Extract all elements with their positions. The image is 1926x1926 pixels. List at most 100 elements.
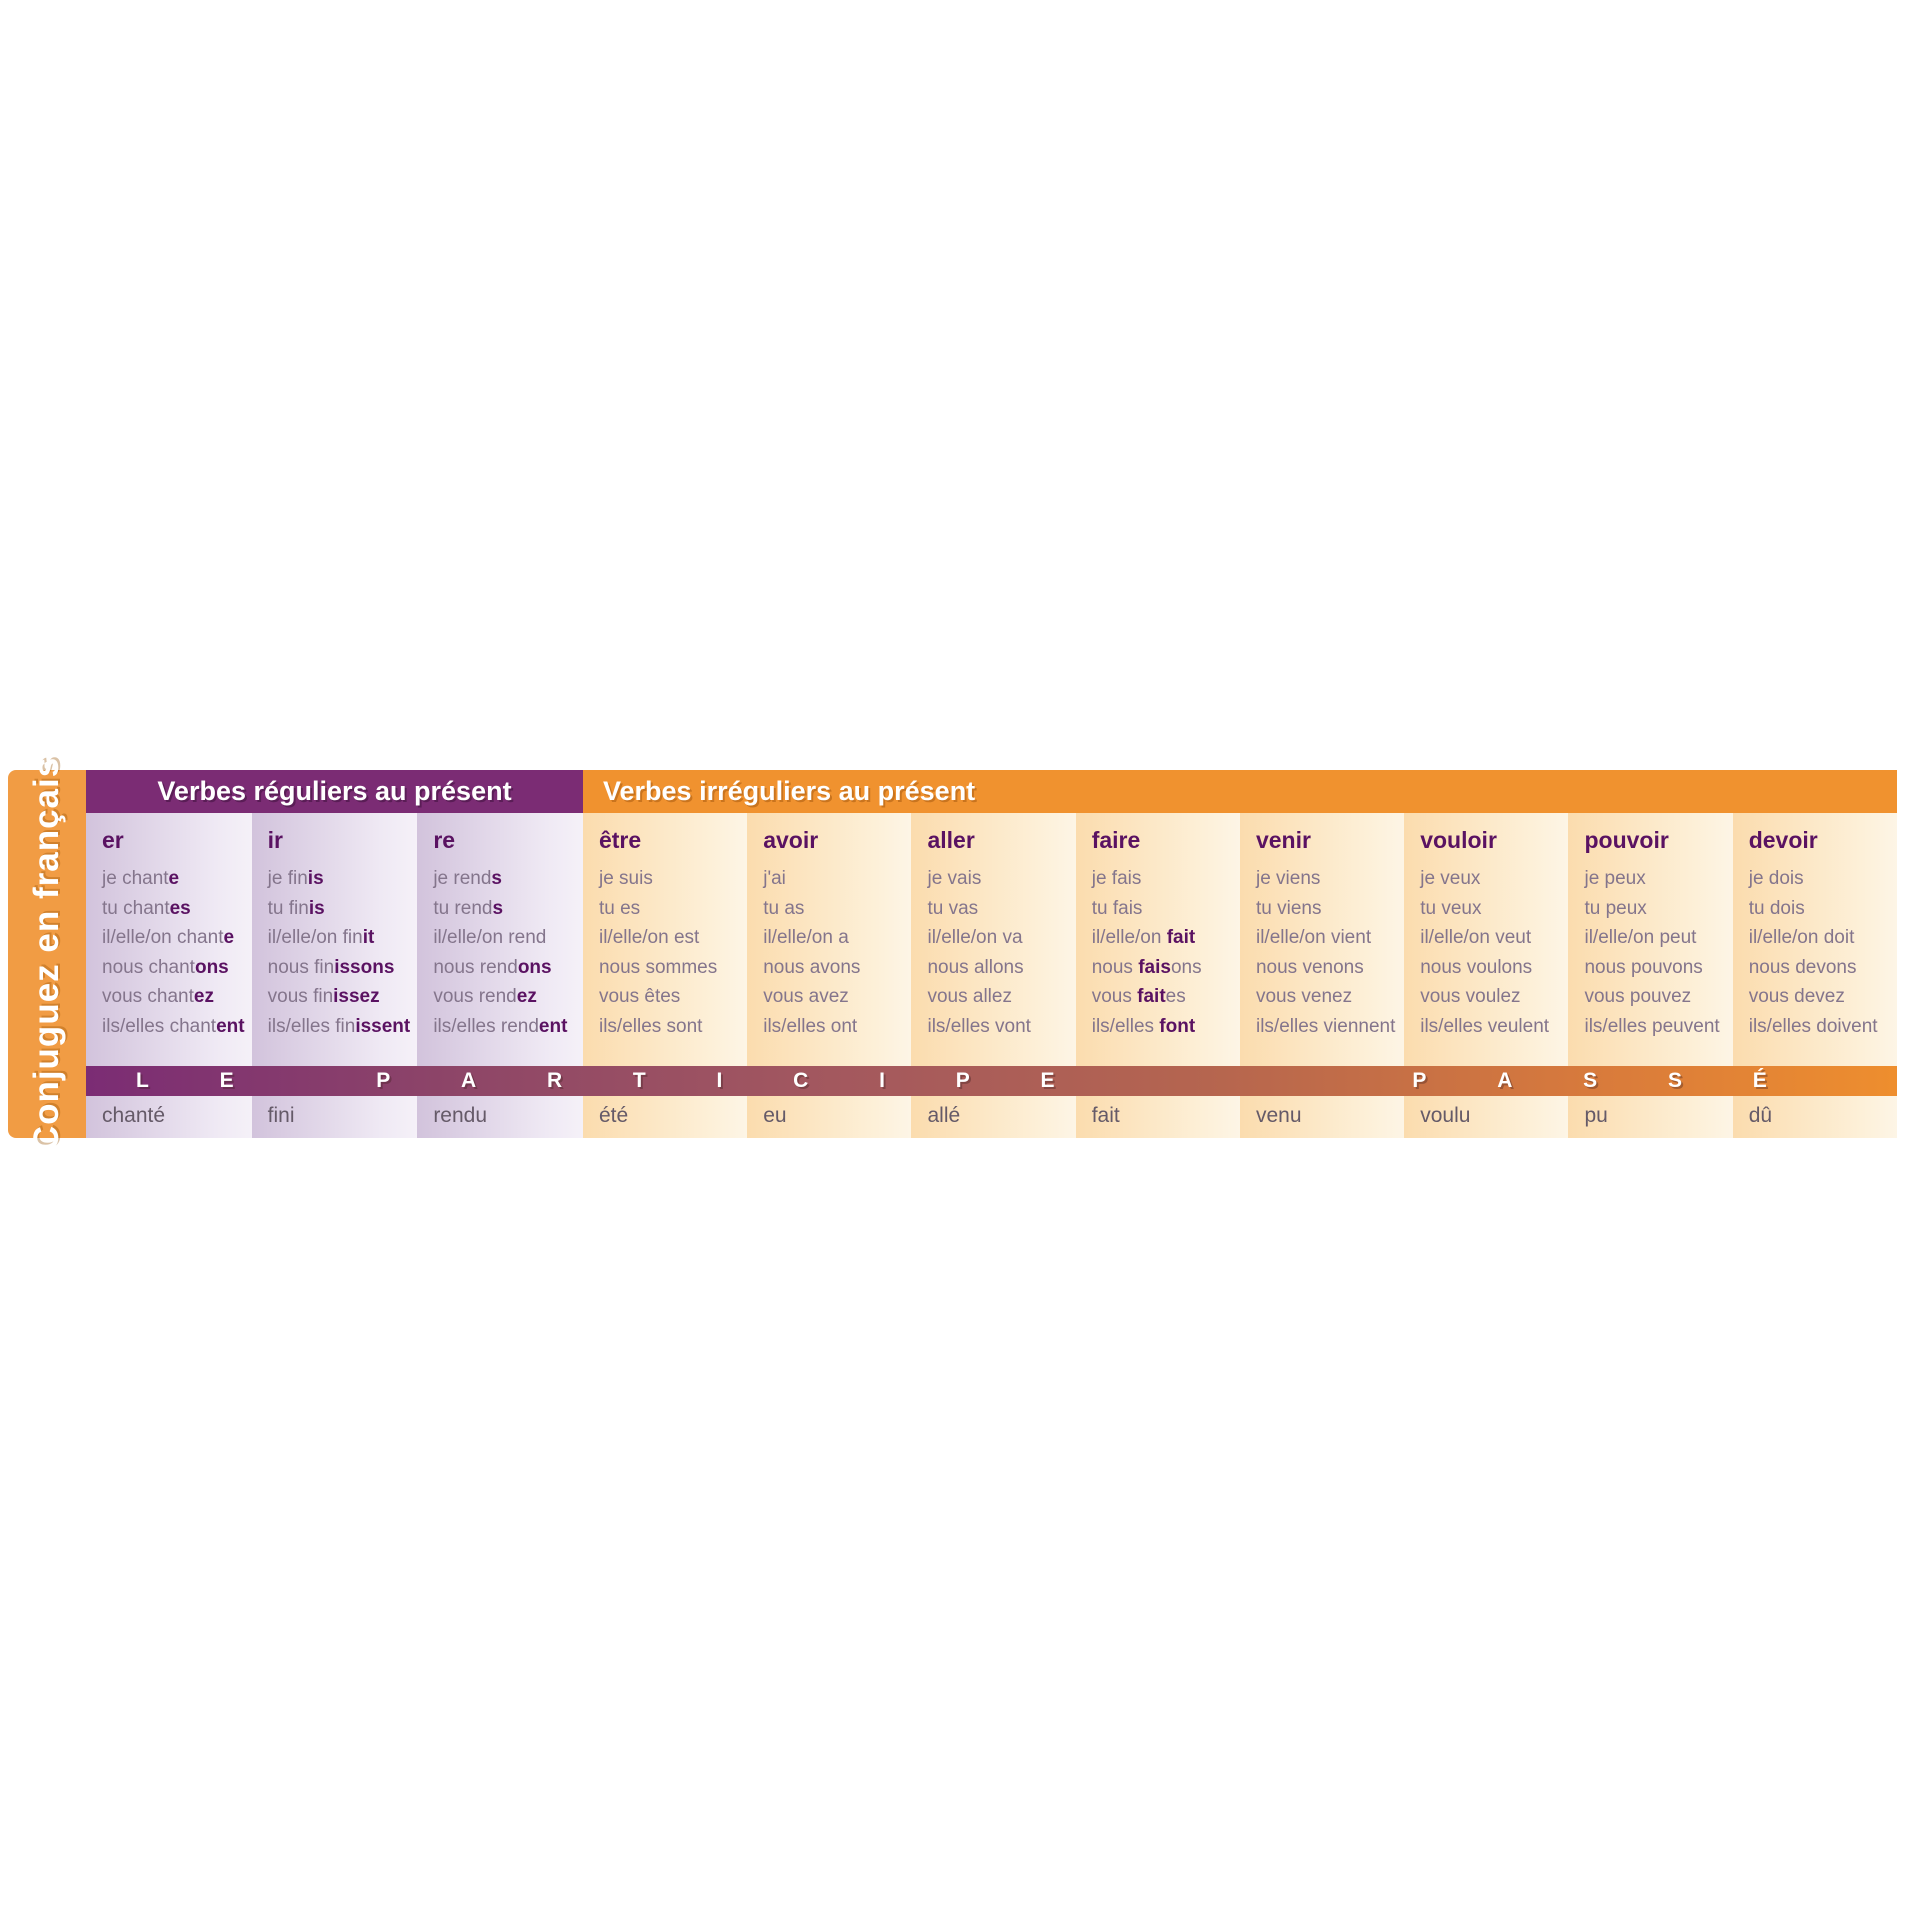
- verb-title: pouvoir: [1584, 827, 1669, 853]
- participle-row: chanté fini rendu été eu allé fait venu voulu pu d…: [86, 1096, 1897, 1138]
- conjugation-line: ils/elles finissent: [267, 1015, 411, 1037]
- conjugation-line: il/elle/on veut: [1420, 927, 1532, 948]
- banner-letter: P: [955, 1069, 970, 1092]
- conjugation-line: il/elle/on chante: [102, 927, 235, 948]
- conjugation-line: je rends: [433, 868, 502, 889]
- conjugation-line: j'ai: [763, 868, 786, 889]
- section-headers: Verbes réguliers au présent Verbes irrég…: [86, 770, 1897, 813]
- conjugation-line: il/elle/on peut: [1584, 927, 1697, 948]
- verb-column-venir: venir je viens tu viens il/elle/on vient nou…: [1239, 813, 1405, 1066]
- verb-title: avoir: [763, 827, 819, 853]
- conjugation-line: ils/elles viennent: [1255, 1015, 1396, 1037]
- conjugation-line: vous avez: [763, 986, 849, 1007]
- conjugation-line: je vais: [927, 868, 982, 889]
- banner-letter: I: [879, 1069, 885, 1092]
- verb-column-re: re je rends tu rends il/elle/on rend nous re…: [417, 813, 583, 1066]
- conjugation-line: ils/elles ont: [763, 1015, 858, 1037]
- banner-letter: P: [376, 1069, 391, 1092]
- chart-title: Conjuguez en français: [27, 756, 66, 1152]
- participle-vouloir: voulu: [1404, 1096, 1569, 1138]
- conjugation-line: vous venez: [1255, 986, 1353, 1007]
- conjugation-line: nous venons: [1255, 956, 1364, 978]
- banner-letter: R: [546, 1069, 563, 1092]
- conjugation-line: je finis: [267, 868, 324, 889]
- conjugation-line: ils/elles sont: [598, 1015, 703, 1037]
- conjugation-line: nous avons: [763, 956, 861, 978]
- conjugation-line: tu peux: [1584, 897, 1647, 919]
- verb-column-vouloir: vouloir je veux tu veux il/elle/on veut nous…: [1404, 813, 1569, 1066]
- banner-letter: I: [716, 1069, 723, 1092]
- participle-être: été: [582, 1096, 748, 1138]
- conjugation-line: je chante: [102, 868, 180, 889]
- banner-letter: A: [1497, 1069, 1513, 1092]
- verb-column-faire: faire je fais tu fais il/elle/on fait nous f…: [1075, 813, 1240, 1066]
- conjugation-line: vous êtes: [598, 986, 681, 1007]
- conjugation-line: tu es: [598, 897, 641, 919]
- conjugation-body: er je chante tu chantes il/elle/on chante no…: [86, 813, 1897, 1066]
- verb-column-être: être je suis tu es il/elle/on est nous somme…: [582, 813, 748, 1066]
- verb-column-devoir: devoir je dois tu dois il/elle/on doit nous …: [1732, 813, 1897, 1066]
- conjugation-line: il/elle/on est: [598, 927, 700, 948]
- conjugation-line: ils/elles font: [1091, 1015, 1196, 1037]
- conjugation-line: je veux: [1420, 868, 1481, 889]
- regular-verbs-header: Verbes réguliers au présent: [86, 770, 583, 813]
- conjugation-line: il/elle/on doit: [1748, 927, 1855, 948]
- verb-title: re: [433, 827, 456, 853]
- conjugation-line: ils/elles rendent: [433, 1015, 568, 1037]
- participle-faire: fait: [1075, 1096, 1240, 1138]
- conjugation-line: tu veux: [1420, 897, 1482, 919]
- conjugation-line: il/elle/on vient: [1255, 927, 1372, 948]
- verb-title: faire: [1091, 827, 1141, 853]
- participle-avoir: eu: [747, 1096, 912, 1138]
- irregular-verbs-header: Verbes irréguliers au présent: [583, 770, 1897, 813]
- conjugation-line: nous devons: [1748, 956, 1857, 978]
- conjugation-line: tu chantes: [102, 897, 191, 919]
- chart-content: Verbes réguliers au présent Verbes irrég…: [86, 770, 1897, 1138]
- conjugation-line: je viens: [1255, 868, 1321, 889]
- conjugation-line: ils/elles peuvent: [1584, 1015, 1720, 1037]
- conjugation-line: nous pouvons: [1584, 956, 1703, 978]
- conjugation-line: il/elle/on rend: [433, 927, 547, 948]
- verb-title: venir: [1255, 827, 1311, 853]
- verb-title: vouloir: [1420, 827, 1497, 853]
- participle-venir: venu: [1239, 1096, 1405, 1138]
- banner-letter: L: [136, 1069, 149, 1092]
- conjugation-line: vous voulez: [1420, 986, 1521, 1007]
- verb-title: er: [102, 827, 124, 853]
- conjugation-chart: Conjuguez en français Verbes réguliers a…: [8, 757, 1897, 1151]
- verb-title: ir: [267, 827, 283, 853]
- participle-er: chanté: [86, 1096, 252, 1138]
- conjugation-line: nous sommes: [598, 956, 718, 978]
- conjugation-line: je fais: [1091, 868, 1142, 889]
- conjugation-line: je dois: [1748, 868, 1804, 889]
- verb-title: être: [598, 827, 642, 853]
- conjugation-line: vous rendez: [433, 986, 537, 1007]
- conjugation-line: il/elle/on va: [927, 927, 1023, 948]
- conjugation-line: vous finissez: [267, 986, 380, 1007]
- conjugation-line: il/elle/on fait: [1091, 927, 1196, 948]
- sidebar-strip: Conjuguez en français: [8, 757, 86, 1151]
- conjugation-line: il/elle/on finit: [267, 927, 375, 948]
- banner-letter: E: [1040, 1069, 1055, 1092]
- banner-letter: S: [1667, 1069, 1682, 1092]
- verb-column-er: er je chante tu chantes il/elle/on chante no…: [86, 813, 252, 1066]
- conjugation-line: nous rendons: [433, 956, 552, 978]
- conjugation-line: tu vas: [927, 897, 979, 919]
- participle-aller: allé: [911, 1096, 1076, 1138]
- participle-ir: fini: [251, 1096, 418, 1138]
- banner-letter: C: [793, 1069, 809, 1092]
- conjugation-line: tu viens: [1255, 897, 1322, 919]
- conjugation-line: vous pouvez: [1584, 986, 1692, 1007]
- conjugation-line: vous faites: [1091, 986, 1186, 1007]
- conjugation-line: nous allons: [927, 956, 1024, 978]
- conjugation-line: nous chantons: [102, 956, 229, 978]
- conjugation-line: vous allez: [927, 986, 1012, 1007]
- verb-column-pouvoir: pouvoir je peux tu peux il/elle/on peut nous…: [1568, 813, 1733, 1066]
- conjugation-line: ils/elles chantent: [102, 1015, 245, 1037]
- banner-letter: E: [219, 1069, 234, 1092]
- conjugation-line: nous faisons: [1091, 956, 1202, 978]
- banner-letter: A: [460, 1069, 477, 1092]
- conjugation-line: je suis: [598, 868, 653, 889]
- conjugation-line: je peux: [1584, 868, 1646, 889]
